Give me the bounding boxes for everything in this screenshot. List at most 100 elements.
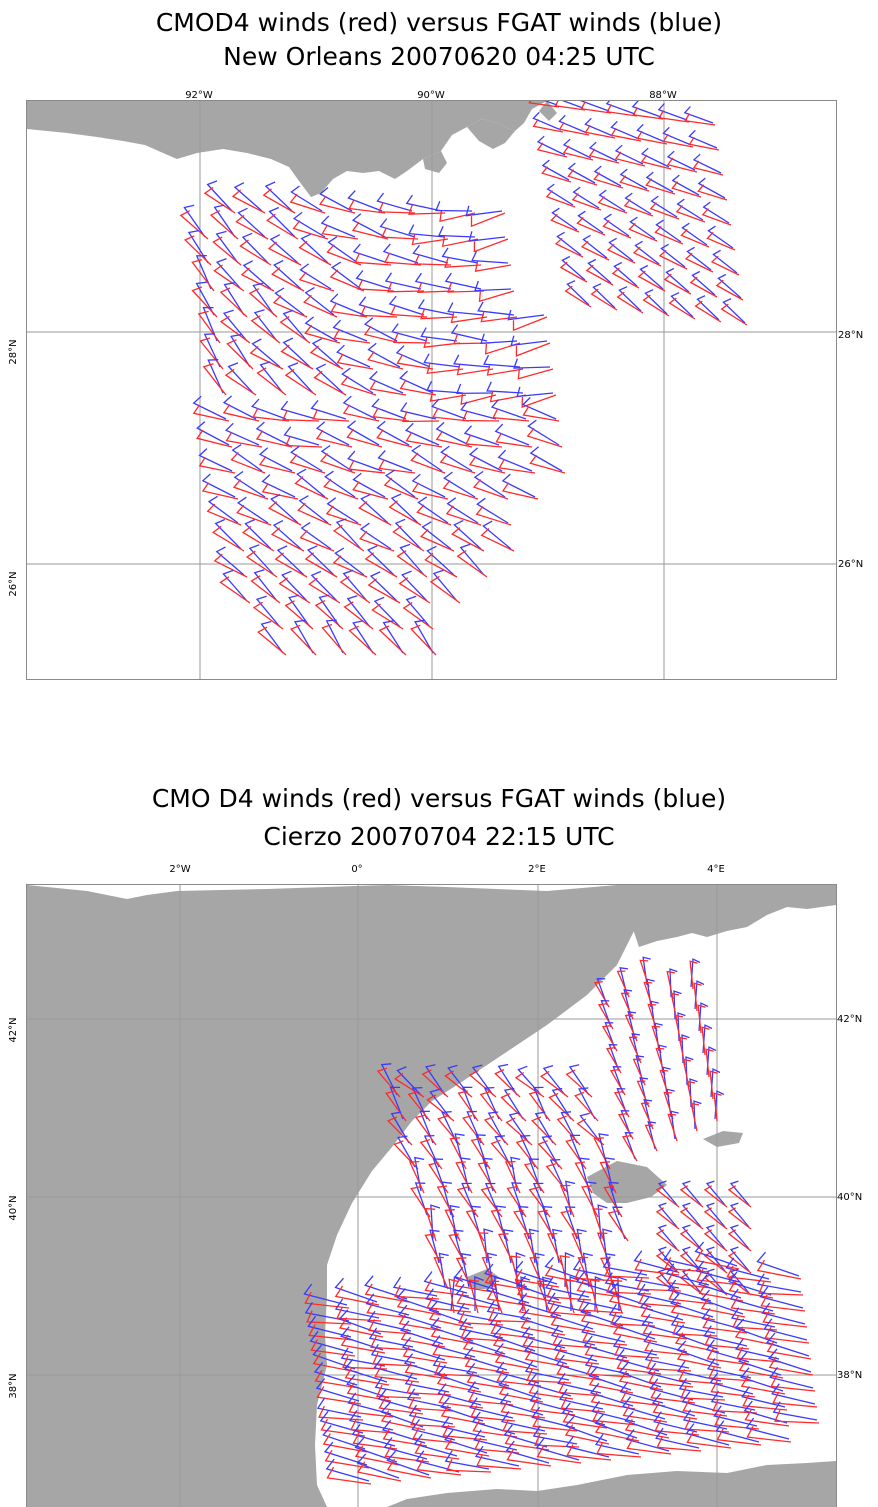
cmod4-wind-barb: [494, 1069, 521, 1098]
map1-land: [539, 101, 557, 121]
cmod4-wind-barb: [506, 1448, 552, 1467]
fgat-wind-barb: [651, 1393, 696, 1417]
cmod4-wind-barb: [628, 222, 658, 242]
cmod4-wind-barb: [430, 1325, 476, 1345]
cmod4-wind-barb: [666, 157, 698, 173]
fgat-wind-barb: [227, 362, 254, 394]
fgat-wind-barb: [223, 282, 245, 316]
fgat-wind-barb: [470, 1205, 482, 1240]
cmod4-wind-barb: [294, 476, 329, 500]
cmod4-wind-barb: [772, 1391, 818, 1408]
fgat-wind-barb: [605, 101, 636, 115]
cmod4-wind-barb: [658, 249, 688, 270]
fgat-wind-barb: [315, 1378, 360, 1402]
fgat-wind-barb: [332, 319, 368, 342]
cmod4-wind-barb: [584, 124, 616, 139]
fgat-wind-barb: [564, 1206, 578, 1240]
cmod4-wind-barb: [590, 288, 618, 311]
fgat-wind-barb: [351, 1424, 396, 1447]
fgat-wind-barb: [399, 402, 437, 420]
cmod4-wind-barb: [512, 316, 548, 332]
fgat-wind-barb: [602, 1256, 648, 1276]
cmod4-wind-barb: [521, 394, 557, 409]
fgat-wind-barb: [644, 1348, 690, 1369]
cmod4-wind-barb: [330, 302, 368, 318]
fgat-wind-barb: [411, 1086, 428, 1120]
cmod4-wind-barb: [588, 148, 620, 164]
cmod4-wind-barb: [316, 1386, 362, 1405]
cmod4-wind-barb: [602, 219, 632, 239]
cmod4-wind-barb: [396, 354, 434, 370]
cmod4-wind-barb: [611, 267, 640, 289]
cmod4-wind-barb: [480, 528, 515, 552]
cmod4-wind-barb: [623, 199, 654, 217]
fgat-wind-barb: [425, 1064, 446, 1096]
fgat-wind-barb: [561, 101, 584, 109]
fgat-wind-barb: [397, 1304, 442, 1329]
fgat-wind-barb: [255, 421, 290, 446]
cmod4-wind-barb: [488, 1308, 534, 1323]
fgat-wind-barb: [456, 1302, 502, 1323]
fgat-wind-barb: [467, 1381, 512, 1403]
cmod4-wind-barb: [285, 436, 323, 448]
cmod4-wind-barb: [414, 1441, 460, 1460]
fgat-wind-barb: [417, 299, 455, 316]
fgat-wind-barb: [613, 261, 638, 287]
cmod4-wind-barb: [235, 214, 269, 240]
fgat-wind-barb: [469, 1397, 514, 1419]
cmod4-wind-barb: [770, 1375, 816, 1392]
cmod4-wind-barb: [736, 1346, 782, 1363]
fgat-wind-barb: [315, 421, 350, 446]
fgat-wind-barb: [560, 1111, 578, 1144]
cmod4-wind-barb: [323, 478, 359, 500]
fgat-wind-barb: [423, 1271, 468, 1294]
cmod4-wind-barb: [644, 1124, 658, 1152]
cmod4-wind-barb: [638, 1292, 684, 1308]
fgat-wind-barb: [282, 309, 308, 342]
cmod4-wind-barb: [356, 1461, 402, 1482]
fgat-wind-barb: [382, 620, 404, 654]
fgat-wind-barb: [347, 450, 383, 472]
cmod4-wind-barb: [682, 1058, 692, 1088]
cmod4-wind-barb: [552, 1333, 598, 1349]
fgat-wind-barb: [565, 1435, 610, 1458]
fgat-wind-barb: [388, 295, 425, 316]
cmod4-wind-barb: [523, 1232, 539, 1266]
cmod4-wind-barb: [325, 505, 362, 526]
cmod4-wind-barb: [701, 208, 732, 226]
fgat-wind-barb: [270, 493, 299, 524]
cmod4-wind-barb: [402, 602, 434, 630]
cmod4-wind-barb: [387, 282, 425, 293]
fgat-wind-barb: [455, 1283, 500, 1307]
fgat-wind-barb: [612, 1066, 624, 1094]
fgat-wind-barb: [713, 1405, 758, 1427]
fgat-wind-barb: [396, 1287, 440, 1313]
fgat-wind-barb: [503, 1087, 524, 1120]
cmod4-wind-barb: [477, 1232, 491, 1266]
fgat-wind-barb: [676, 198, 704, 221]
fgat-wind-barb: [498, 1375, 542, 1400]
cmod4-wind-barb: [262, 188, 296, 214]
cmod4-wind-barb: [462, 1337, 508, 1358]
cmod4-wind-barb: [366, 1301, 412, 1319]
fgat-wind-barb: [288, 594, 311, 628]
fgat-wind-barb: [411, 473, 446, 498]
cmod4-wind-barb: [576, 1118, 605, 1146]
cmod4-wind-barb: [642, 1322, 688, 1340]
cmod4-wind-barb: [378, 1396, 424, 1415]
cmod4-wind-barb: [179, 210, 209, 240]
fgat-wind-barb: [354, 1437, 398, 1463]
cmod4-wind-barb: [416, 504, 452, 526]
cmod4-wind-barb: [201, 482, 239, 500]
cmod4-wind-barb: [726, 1265, 772, 1283]
cmod4-wind-barb: [550, 1313, 596, 1333]
fgat-wind-barb: [432, 1158, 446, 1192]
cmod4-wind-barb: [686, 1431, 732, 1449]
cmod4-wind-barb: [369, 379, 407, 396]
cmod4-wind-barb: [448, 1278, 459, 1314]
cmod4-wind-barb: [705, 1048, 714, 1078]
cmod4-wind-barb: [196, 429, 233, 448]
fgat-wind-barb: [608, 1303, 654, 1324]
fgat-wind-barb: [431, 398, 467, 420]
cmod4-wind-barb: [522, 1334, 568, 1352]
